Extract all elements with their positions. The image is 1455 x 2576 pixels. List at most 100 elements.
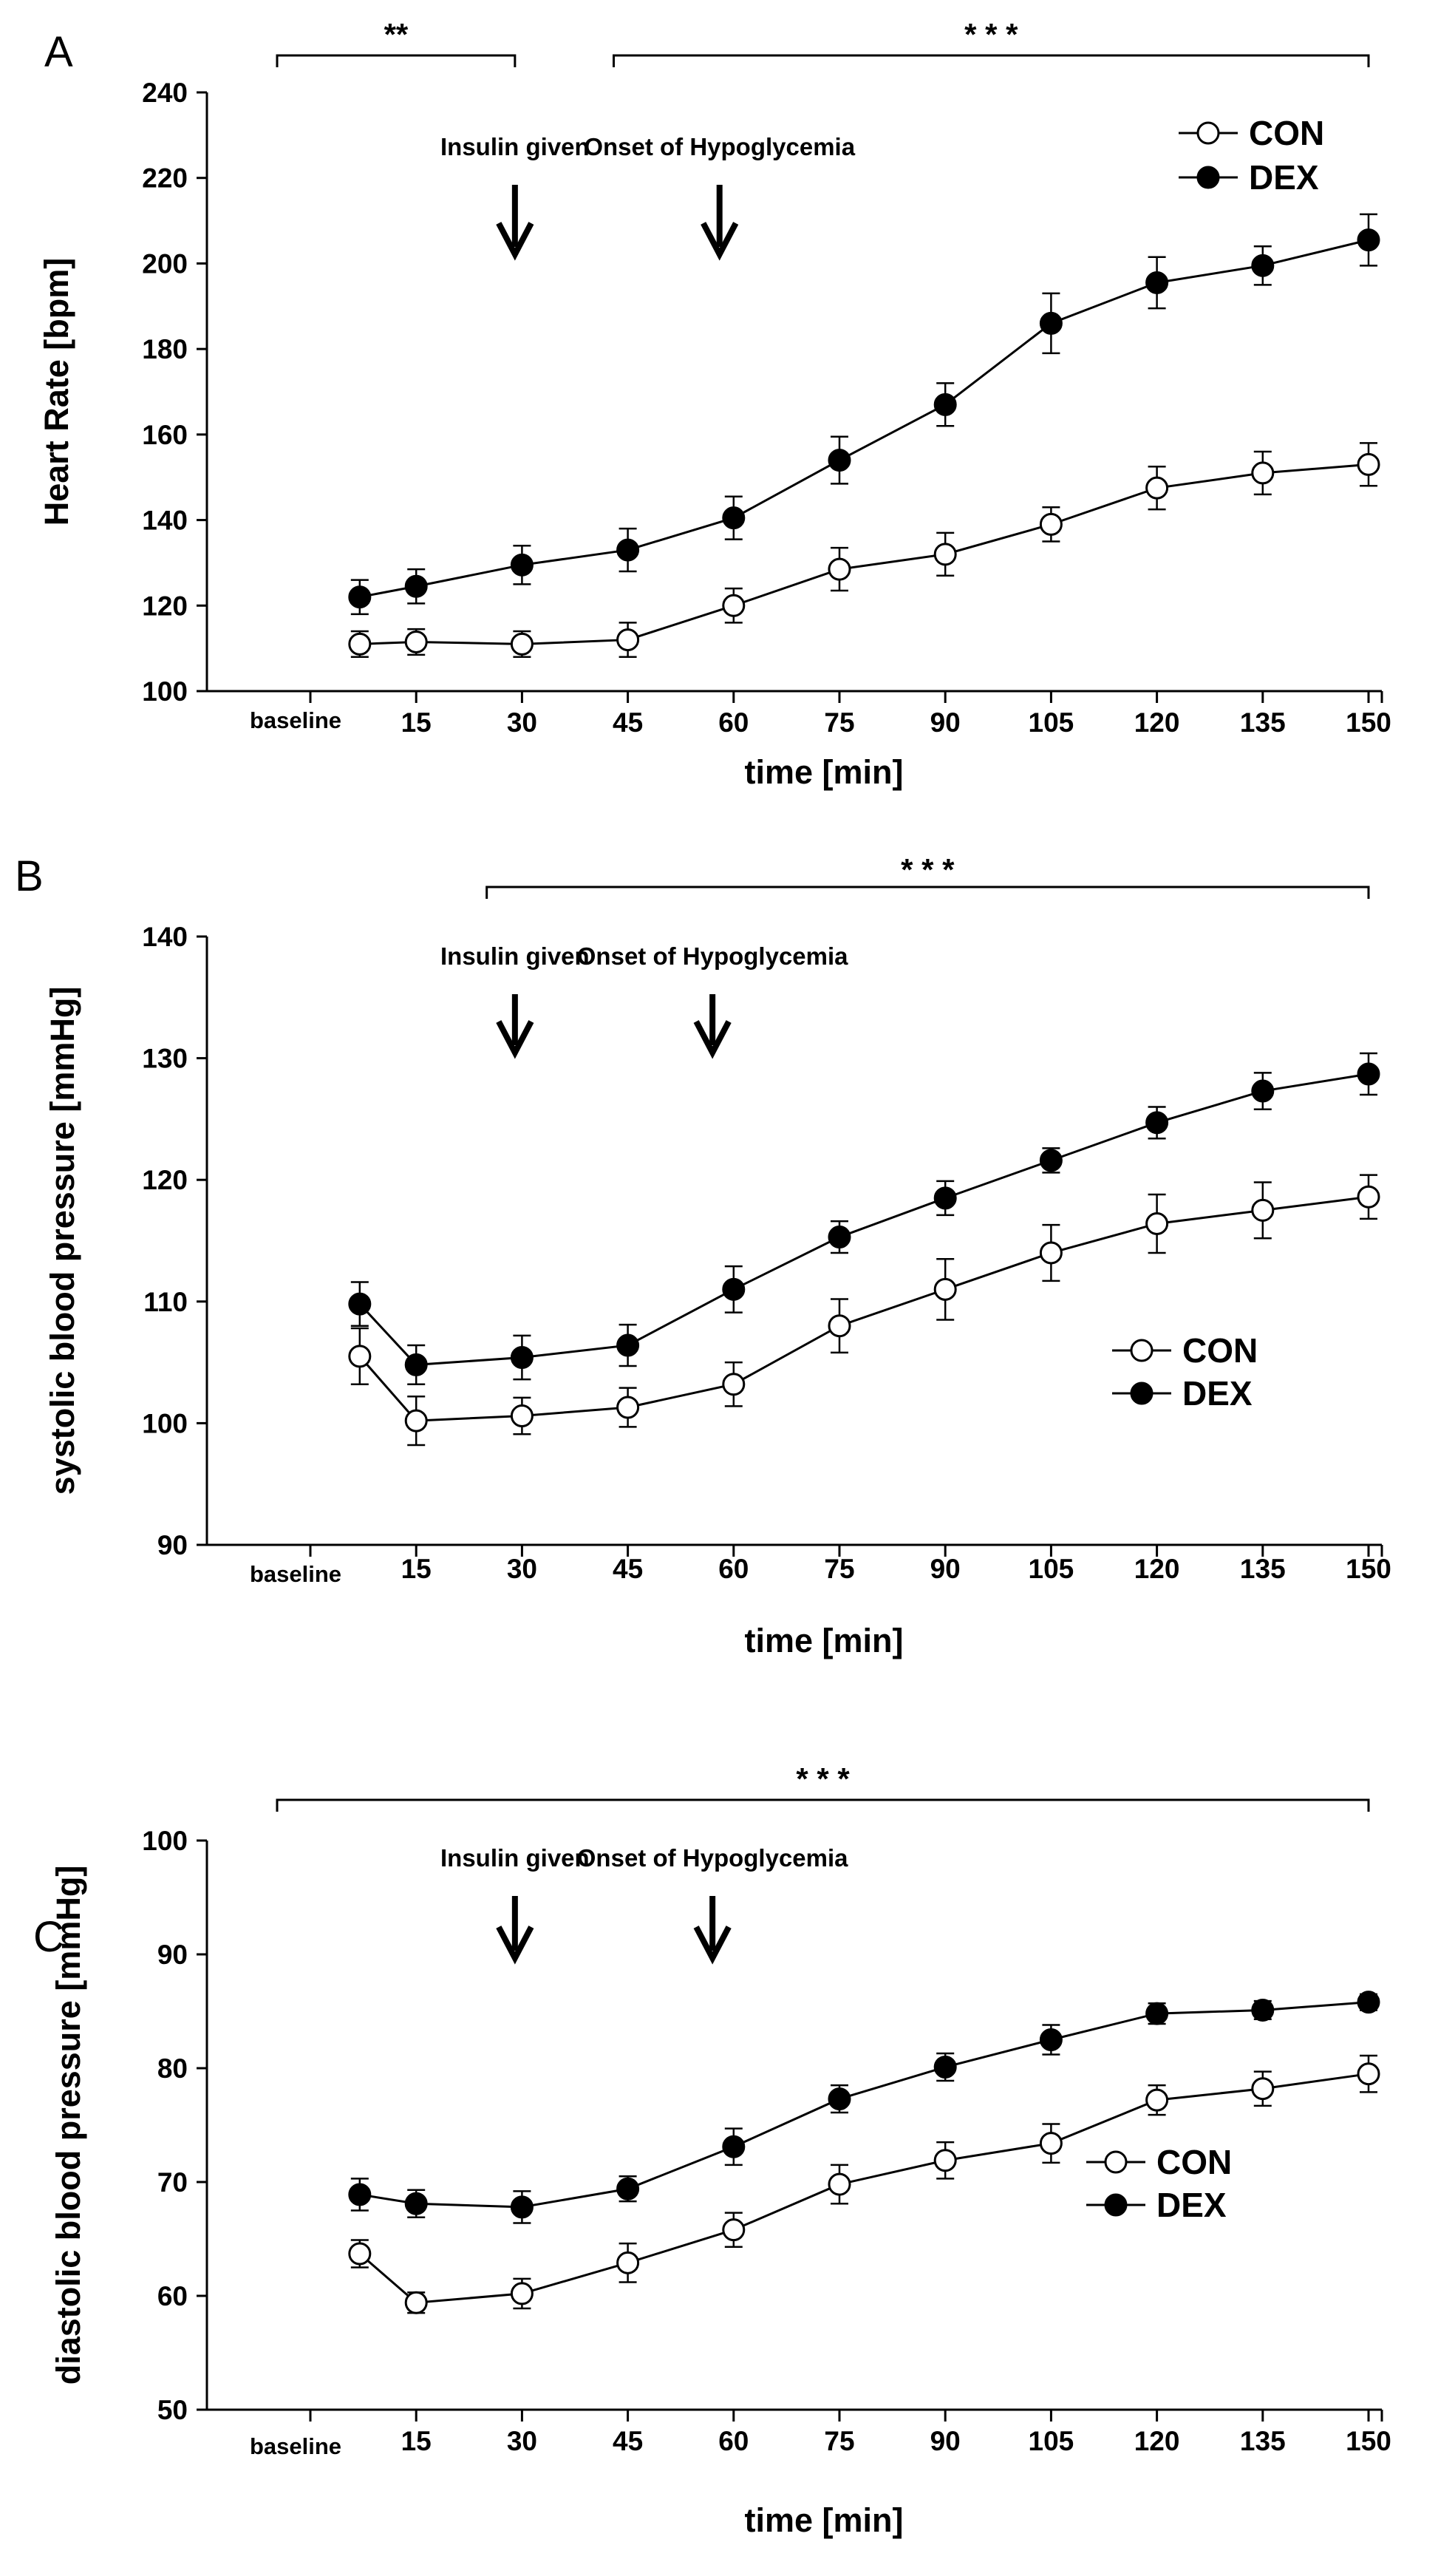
data-point-dex (616, 538, 640, 562)
data-point-con (616, 628, 640, 652)
significance-label: ** (384, 17, 409, 52)
data-point-dex (828, 449, 851, 472)
x-tick-label: 45 (613, 1554, 643, 1584)
legend-label-con: CON (1249, 114, 1324, 152)
x-tick-label: 120 (1134, 707, 1180, 738)
x-tick-label: 75 (824, 1554, 854, 1584)
data-point-dex (722, 2135, 746, 2158)
data-point-con (1251, 2077, 1275, 2101)
annotation-arrowhead (496, 222, 534, 261)
data-point-con (348, 632, 372, 656)
significance-label: * * * (964, 17, 1018, 52)
series-con (348, 1174, 1380, 1447)
panel-A: A 100 120 140 160 180 200 220 240 baseline 15 30 45 6… (38, 17, 1391, 791)
data-point-con (404, 1409, 428, 1433)
legend-marker-con (1130, 1339, 1154, 1362)
annotation-arrowhead (701, 222, 739, 261)
panel-B: B 90 100 110 120 130 140 baseline 15 30 45 60 75 90 10… (15, 852, 1391, 1659)
legend-label-dex: DEX (1156, 2186, 1227, 2224)
data-point-con (722, 1373, 746, 1396)
data-point-con (1251, 461, 1275, 485)
data-point-dex (722, 1277, 746, 1301)
x-tick-label: 60 (718, 1554, 749, 1584)
significance-bracket (613, 54, 1370, 67)
data-point-con (828, 2172, 851, 2196)
data-point-dex (1357, 1062, 1380, 1086)
data-point-con (933, 1277, 957, 1301)
data-point-dex (1357, 1991, 1380, 2014)
data-point-dex (1039, 1149, 1063, 1172)
x-tick-label: 30 (507, 2426, 537, 2456)
annotation-label: Insulin given (440, 942, 590, 970)
data-point-con (404, 2291, 428, 2314)
data-point-dex (1251, 1079, 1275, 1103)
x-tick-label: 60 (718, 707, 749, 738)
data-point-dex (1039, 311, 1063, 335)
x-axis-title: time [min] (744, 753, 903, 791)
legend-marker-dex (1196, 166, 1220, 189)
data-point-dex (1251, 1998, 1275, 2022)
x-axis-title: time [min] (744, 1622, 903, 1659)
data-point-con (933, 2149, 957, 2172)
data-point-con (1357, 2062, 1380, 2086)
legend-marker-dex (1130, 1382, 1154, 1405)
x-tick-label: 30 (507, 1554, 537, 1584)
annotation-arrowhead (496, 1020, 534, 1059)
series-line-con (359, 463, 1369, 645)
x-tick-label: 90 (930, 2426, 961, 2456)
x-tick-label: 105 (1029, 1554, 1074, 1584)
y-tick-label: 140 (142, 506, 188, 536)
series-dex (348, 1991, 1380, 2224)
annotation-label: Insulin given (440, 1844, 590, 1872)
x-tick-label: 150 (1346, 707, 1391, 738)
data-point-con (1145, 2088, 1169, 2112)
x-tick-label: 15 (401, 707, 432, 738)
data-point-dex (828, 1226, 851, 1249)
x-tick-label: 150 (1346, 1554, 1391, 1584)
data-point-dex (510, 1346, 534, 1370)
data-point-con (1251, 1198, 1275, 1222)
data-point-dex (1145, 1111, 1169, 1135)
data-point-con (1357, 452, 1380, 476)
data-point-dex (1251, 254, 1275, 277)
y-axis-title: systolic blood pressure [mmHg] (44, 987, 81, 1495)
significance-bracket (485, 886, 1370, 899)
x-tick-label-baseline: baseline (250, 707, 341, 733)
x-tick-label: 15 (401, 1554, 432, 1584)
x-tick-label: 75 (824, 707, 854, 738)
annotation-label: Insulin given (440, 133, 590, 160)
legend-label-con: CON (1156, 2143, 1232, 2181)
panel-letter-B: B (15, 852, 44, 900)
x-tick-label: 120 (1134, 2426, 1180, 2456)
significance-label: * * * (901, 852, 955, 887)
y-tick-label: 80 (157, 2053, 188, 2084)
y-tick-label: 90 (157, 1530, 188, 1560)
data-point-con (722, 2218, 746, 2242)
y-tick-label: 180 (142, 334, 188, 364)
annotation-label: Onset of Hypoglycemia (577, 942, 848, 970)
panel-letter-A: A (44, 28, 73, 76)
x-tick-label: 75 (824, 2426, 854, 2456)
data-point-dex (510, 2195, 534, 2219)
y-tick-label: 100 (142, 1826, 188, 1856)
series-con (348, 2054, 1380, 2314)
data-point-dex (1145, 271, 1169, 294)
data-point-dex (722, 506, 746, 530)
y-axis-title: diastolic blood pressure [mmHg] (50, 1866, 87, 2385)
data-point-con (404, 630, 428, 653)
x-tick-label: 45 (613, 2426, 643, 2456)
annotation-arrowhead (693, 1926, 732, 1965)
series-line-dex (358, 1073, 1369, 1366)
significance-bracket (276, 54, 517, 67)
y-tick-label: 220 (142, 163, 188, 194)
y-tick-label: 200 (142, 248, 188, 279)
x-tick-label: 135 (1240, 2426, 1286, 2456)
series-line-dex (359, 239, 1369, 599)
data-point-con (722, 594, 746, 617)
y-tick-label: 90 (157, 1940, 188, 1970)
annotation-arrowhead (496, 1926, 534, 1965)
data-point-con (828, 557, 851, 581)
significance-label: * * * (796, 1761, 850, 1796)
data-point-con (348, 1345, 372, 1368)
x-tick-label: 105 (1029, 707, 1074, 738)
